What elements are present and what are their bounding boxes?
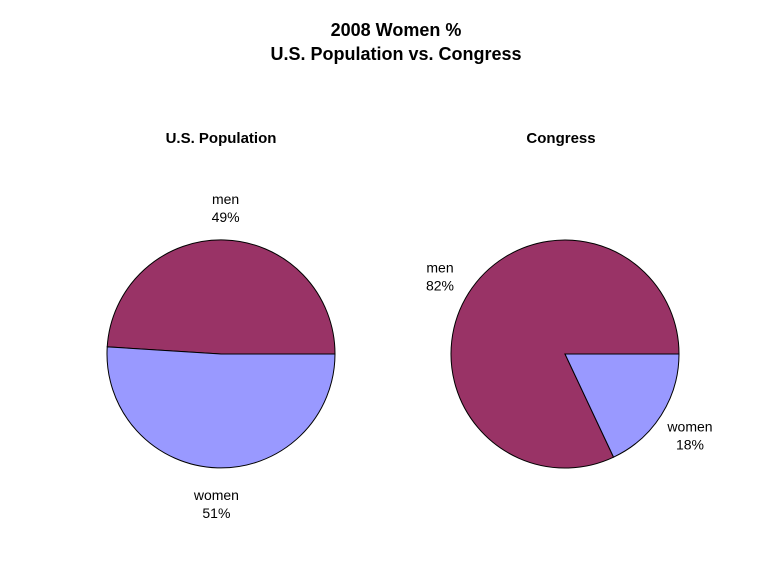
chart-title-line-2: U.S. Population vs. Congress [270,44,521,64]
slice-label-women: women [193,487,239,503]
slice-label-men: men [212,191,239,207]
slice-label-men: men [426,260,453,276]
slice-percent-men: 82% [426,278,454,294]
pie-title-us-population: U.S. Population [166,130,277,147]
slice-percent-women: 51% [202,505,230,521]
pie-us-population: men 49% women 51% [106,191,336,521]
chart-title-line-1: 2008 Women % [331,20,462,40]
pie-congress: men 82% women 18% [426,239,713,469]
pie-slice-men [106,239,336,355]
slice-percent-women: 18% [676,436,704,452]
slice-label-women: women [666,418,712,434]
pie-title-congress: Congress [526,130,595,147]
pie-slice-women [106,346,336,469]
slice-percent-men: 49% [212,209,240,225]
pie-slice-women [564,353,680,458]
